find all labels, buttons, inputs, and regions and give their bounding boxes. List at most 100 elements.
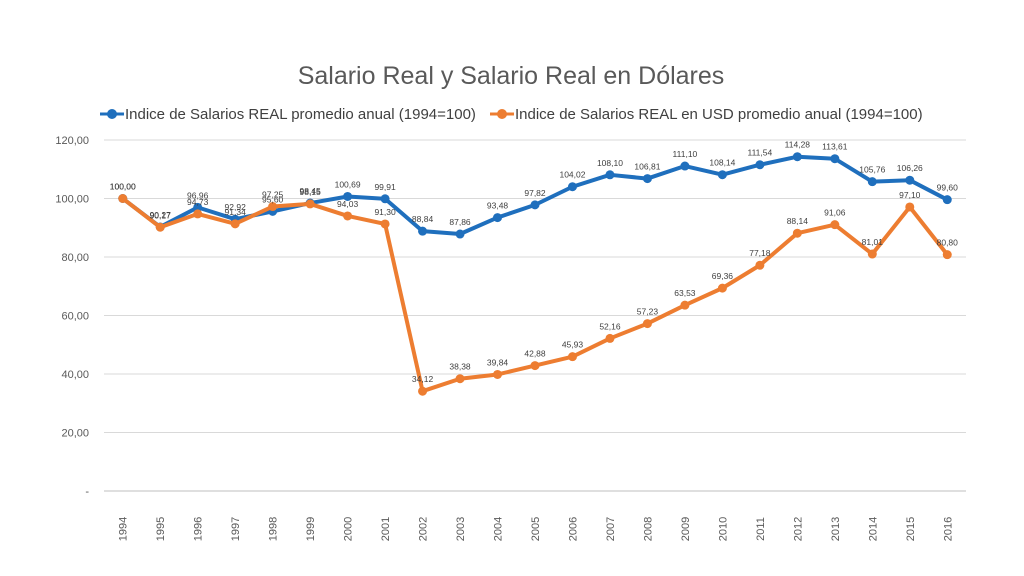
x-tick-label: 1995 — [155, 517, 167, 541]
series-1-data-label: 38,38 — [449, 362, 471, 372]
x-tick-label: 1997 — [230, 517, 242, 541]
x-tick-label: 2011 — [755, 517, 767, 541]
series-0-point — [905, 175, 915, 185]
x-tick-label: 2001 — [380, 517, 392, 541]
series — [118, 152, 952, 396]
series-0-data-label: 106,26 — [897, 163, 923, 173]
series-1-point — [605, 333, 615, 343]
x-tick-label: 1998 — [268, 517, 280, 541]
series-1-data-label: 63,53 — [674, 288, 696, 298]
series-1-point — [155, 222, 165, 232]
series-1-data-label: 77,18 — [749, 248, 771, 258]
series-1-data-label: 42,88 — [524, 349, 546, 359]
x-tick-label: 2015 — [905, 517, 917, 541]
series-1-data-label: 45,93 — [562, 340, 584, 350]
series-1-point — [530, 361, 540, 371]
data-labels: 100,00 90,27 96,96 92,92 95,60 98,45 100,69 99,… — [110, 140, 958, 384]
x-tick-label: 2005 — [530, 517, 542, 541]
series-1-data-label: 69,36 — [712, 271, 734, 281]
series-0-point — [567, 182, 577, 192]
series-1-data-label: 57,23 — [637, 307, 659, 317]
x-tick-label: 2003 — [455, 517, 467, 541]
series-1-data-label: 90,17 — [150, 210, 172, 220]
series-0-point — [942, 195, 952, 205]
series-1-point — [680, 300, 690, 310]
series-0-point — [717, 170, 727, 180]
legend-marker-salario-real — [107, 109, 117, 119]
series-0-data-label: 111,54 — [747, 148, 772, 158]
series-0-data-label: 96,96 — [187, 190, 209, 200]
series-0-data-label: 104,02 — [559, 170, 585, 180]
x-tick-label: 1994 — [118, 517, 130, 541]
series-0-data-label: 97,82 — [524, 188, 546, 198]
x-tick-label: 2007 — [605, 517, 617, 541]
series-1-point — [942, 250, 952, 260]
series-0-point — [792, 152, 802, 162]
series-1-point — [493, 369, 503, 379]
x-tick-label: 2008 — [642, 517, 654, 541]
x-tick-label: 2013 — [830, 517, 842, 541]
series-1-point — [642, 319, 652, 329]
x-axis: 1994 1995 1996 1997 1998 1999 2000 2001 2002 2003… — [104, 490, 966, 541]
series-1-point — [230, 219, 240, 229]
legend-label-salario-usd: Indice de Salarios REAL en USD promedio … — [515, 106, 923, 123]
x-tick-label: 2002 — [418, 517, 430, 541]
series-0-point — [642, 174, 652, 184]
x-tick-label: 1996 — [193, 517, 205, 541]
y-axis: - 20,00 40,00 60,00 80,00 100,00 120,00 — [55, 135, 89, 498]
series-0-data-label: 88,84 — [412, 214, 434, 224]
series-0-point — [455, 229, 465, 239]
series-1-point — [567, 352, 577, 362]
series-0-data-label: 93,48 — [487, 201, 509, 211]
x-tick-label: 2004 — [493, 517, 505, 541]
series-1-point — [867, 249, 877, 259]
series-0-data-label: 106,81 — [634, 162, 660, 172]
series-0-data-label: 113,61 — [822, 142, 848, 152]
series-0-point — [493, 213, 503, 223]
series-0-data-label: 100,00 — [110, 182, 136, 192]
series-0-data-label: 92,92 — [225, 202, 247, 212]
y-tick-label: 80,00 — [61, 252, 89, 264]
series-1-point — [905, 202, 915, 212]
y-tick-label: 120,00 — [55, 135, 89, 147]
series-1-point — [268, 202, 278, 212]
chart-title: Salario Real y Salario Real en Dólares — [298, 62, 725, 90]
series-0-data-label: 108,14 — [709, 158, 735, 168]
series-1-data-label: 91,06 — [824, 208, 846, 218]
series-1-data-label: 80,80 — [937, 238, 959, 248]
series-1-data-label: 97,10 — [899, 190, 921, 200]
series-1-point — [118, 194, 128, 203]
x-tick-label: 2016 — [942, 517, 954, 541]
series-1-data-label: 98,15 — [299, 187, 321, 197]
x-tick-label: 2012 — [792, 517, 804, 541]
series-0-point — [380, 194, 390, 204]
series-0-data-label: 100,69 — [335, 179, 361, 189]
x-tick-label: 2006 — [567, 517, 579, 541]
series-1-data-label: 97,25 — [262, 190, 284, 200]
y-tick-label: 20,00 — [61, 428, 89, 440]
series-0-data-label: 111,10 — [673, 149, 698, 159]
legend: Indice de Salarios REAL promedio anual (… — [100, 106, 923, 123]
series-0-data-label: 114,28 — [785, 140, 811, 150]
series-1-point — [830, 220, 840, 230]
series-1-point — [455, 374, 465, 384]
series-0-data-label: 108,10 — [597, 158, 623, 168]
x-tick-label: 2000 — [343, 517, 355, 541]
series-0-point — [867, 177, 877, 187]
legend-label-salario-real: Indice de Salarios REAL promedio anual (… — [125, 106, 476, 123]
y-tick-label: 60,00 — [61, 311, 89, 323]
series-0-point — [830, 154, 840, 164]
series-0-point — [680, 161, 690, 171]
series-1-data-label: 34,12 — [412, 374, 434, 384]
gridlines — [104, 139, 966, 433]
series-0-point — [605, 170, 615, 180]
series-1-data-label: 81,01 — [862, 237, 884, 247]
y-tick-label: 40,00 — [61, 369, 89, 381]
series-1-point — [193, 209, 203, 219]
series-1-point — [792, 228, 802, 238]
series-0-data-label: 98,45 — [299, 186, 321, 196]
series-0-data-label: 95,60 — [262, 194, 284, 204]
legend-marker-salario-usd — [497, 109, 507, 119]
series-1-point — [343, 211, 353, 221]
